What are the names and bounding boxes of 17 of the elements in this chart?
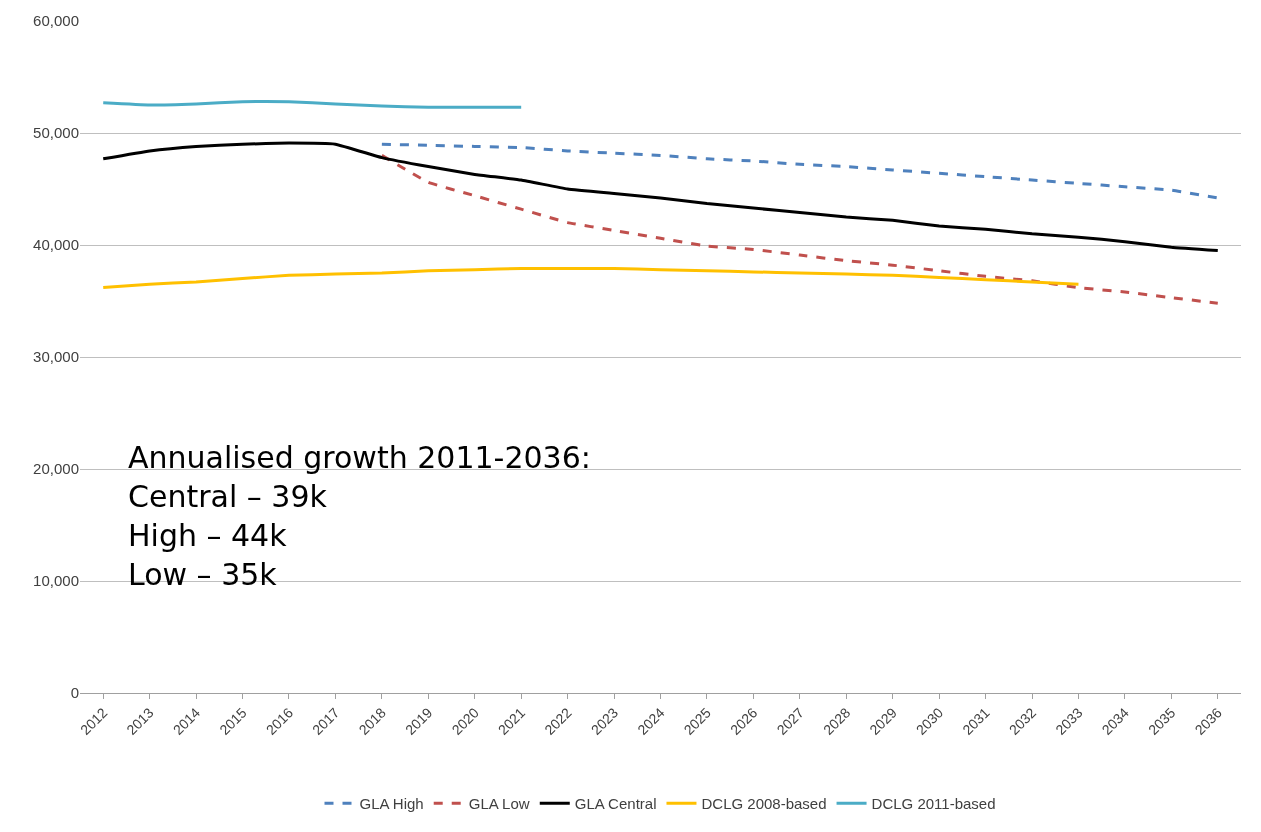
y-tick-label: 40,000 bbox=[33, 236, 79, 254]
legend-label: GLA Central bbox=[574, 795, 657, 813]
y-tick-label: 20,000 bbox=[33, 460, 79, 478]
legend-label: GLA High bbox=[359, 795, 424, 813]
line-series bbox=[101, 266, 1080, 290]
y-tick-label: 60,000 bbox=[33, 12, 79, 30]
y-tick-label: 50,000 bbox=[33, 124, 79, 142]
legend-label: DCLG 2008-based bbox=[701, 795, 827, 813]
line-series bbox=[101, 141, 1220, 253]
line-series bbox=[380, 153, 1220, 305]
y-tick-label: 10,000 bbox=[33, 572, 79, 590]
annotation: Annualised growth 2011-2036: Central – 39k High – 44k Low – 35k bbox=[128, 440, 591, 592]
y-tick-label: 30,000 bbox=[33, 348, 79, 366]
y-tick-label: 0 bbox=[70, 684, 79, 702]
legend-label: DCLG 2011-based bbox=[871, 795, 996, 813]
line-series bbox=[380, 142, 1220, 200]
legend-label: GLA Low bbox=[468, 795, 530, 813]
